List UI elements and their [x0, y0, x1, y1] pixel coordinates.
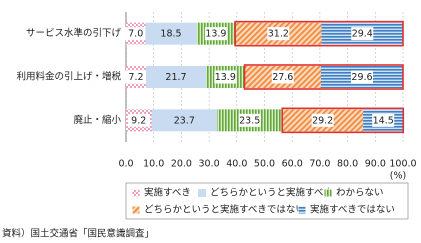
value-label: 29.6 [351, 72, 372, 83]
value-label: 29.2 [312, 115, 333, 126]
legend-swatch [198, 189, 206, 197]
value-label: 31.2 [268, 29, 289, 40]
label-bg [372, 113, 395, 127]
label-bg [204, 27, 227, 41]
value-label: 13.9 [215, 72, 236, 83]
legend-swatch [297, 205, 307, 215]
highlight-box [243, 64, 404, 90]
legend-swatch [131, 205, 141, 215]
label-bg [124, 27, 147, 41]
x-tick-label: 20.0 [171, 159, 192, 170]
x-tick-label: 60.0 [282, 159, 303, 170]
x-tick-label: 0.0 [118, 159, 133, 170]
value-label: 23.7 [174, 115, 195, 126]
value-label: 27.6 [272, 72, 293, 83]
label-bg [351, 27, 374, 41]
legend-box [125, 182, 409, 220]
value-label: 7.0 [128, 29, 143, 40]
value-label: 29.4 [352, 29, 373, 40]
x-tick-label: 80.0 [337, 159, 358, 170]
y-tick-label: 利用料金の引上げ・増税 [16, 71, 121, 83]
label-bg [311, 113, 334, 127]
x-tick-label: 90.0 [365, 159, 386, 170]
x-tick-label: 50.0 [254, 159, 275, 170]
value-label: 7.2 [128, 72, 143, 83]
value-label: 18.5 [160, 29, 181, 40]
legend-label: 実施すべき [144, 187, 191, 199]
legend-label: わからない [336, 188, 384, 199]
value-label: 14.5 [373, 115, 394, 126]
label-bg [238, 113, 261, 127]
x-tick-label: 70.0 [309, 159, 330, 170]
x-tick-label: 100.0 [389, 159, 416, 170]
legend-label: どちらかというと実施すべきではない [144, 204, 305, 216]
value-label: 13.9 [205, 29, 226, 40]
x-tick-label: 30.0 [199, 159, 220, 170]
label-bg [351, 70, 374, 84]
label-bg [127, 113, 150, 127]
label-bg [214, 70, 237, 84]
highlight-box [281, 107, 405, 134]
y-tick-label: 廃止・縮小 [73, 114, 121, 126]
value-label: 23.5 [239, 115, 260, 126]
x-tick-label: 40.0 [226, 159, 247, 170]
x-tick-label: 10.0 [143, 159, 164, 170]
x-unit: (%) [390, 171, 406, 182]
label-bg [267, 27, 290, 41]
label-bg [124, 70, 147, 84]
highlight-box [234, 20, 404, 47]
bar-segment [145, 22, 197, 45]
label-bg [271, 70, 294, 84]
bar-segment [151, 109, 218, 132]
bar-segment [145, 66, 207, 88]
legend-label: 実施すべきではない [310, 204, 395, 216]
value-label: 21.7 [165, 72, 186, 83]
legend-swatch [131, 188, 141, 198]
value-label: 9.2 [131, 115, 146, 126]
y-tick-label: サービス水準の引下げ [26, 27, 122, 39]
legend-label: どちらかというと実施すべき [210, 187, 333, 199]
source: 資料）国土交通省「国民意識調査」 [2, 228, 154, 240]
legend-swatch [323, 188, 333, 198]
